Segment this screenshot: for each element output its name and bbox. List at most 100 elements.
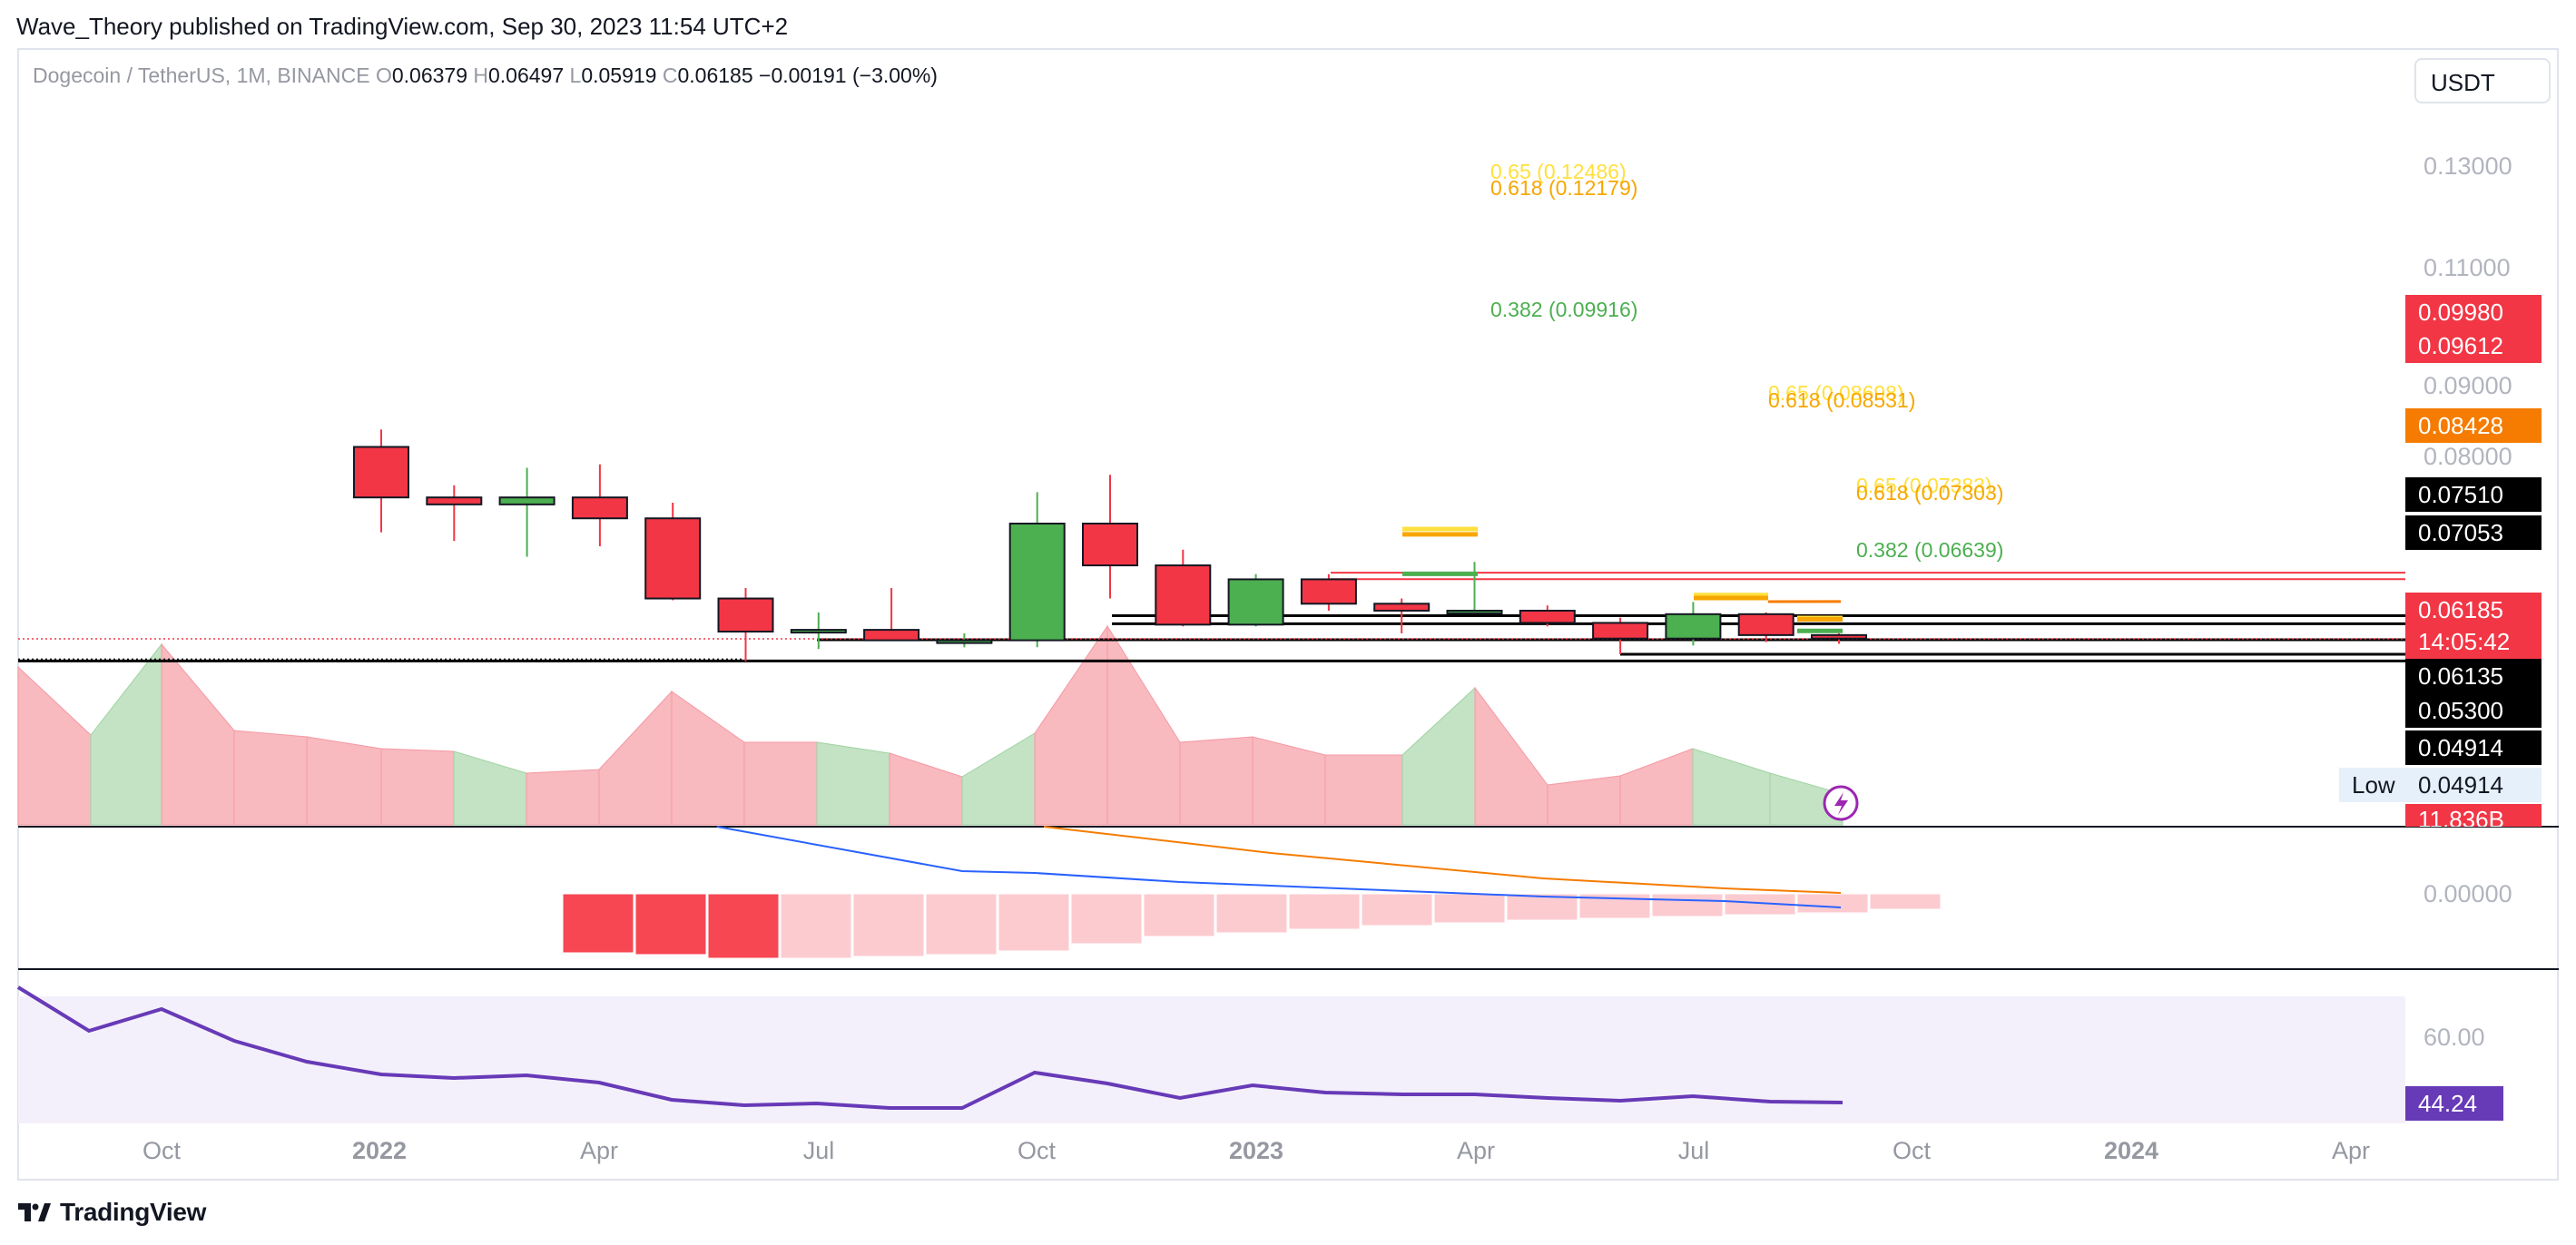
- price-tag: 0.04914: [2405, 730, 2542, 765]
- volume-area-segment: [1692, 748, 1771, 826]
- fib-label: 0.618 (0.08531): [1768, 388, 1916, 412]
- candle-body: [1008, 522, 1066, 642]
- rsi-axis-label: 60.00: [2424, 1024, 2485, 1051]
- volume-area-segment: [743, 741, 818, 826]
- time-axis-label: Oct: [1892, 1137, 1932, 1164]
- volume-area-segment: [233, 730, 308, 826]
- legend-h-label: H: [473, 64, 488, 87]
- fib-label: 0.618 (0.07303): [1856, 481, 2004, 505]
- time-axis-label: Jul: [1677, 1137, 1710, 1164]
- macd-histogram-bar: [1651, 893, 1724, 917]
- legend-c-label: C: [662, 64, 678, 87]
- fib-label: 0.618 (0.12179): [1490, 176, 1638, 200]
- volume-area-segment: [1401, 686, 1476, 826]
- price-tag: 0.08428: [2405, 408, 2542, 443]
- volume-area-segment: [671, 691, 745, 826]
- rsi-value-tag: 44.24: [2405, 1086, 2503, 1121]
- price-tag: 0.07053: [2405, 515, 2542, 550]
- macd-axis-label: 0.00000: [2424, 880, 2512, 907]
- ohlc-legend: Dogecoin / TetherUS, 1M, BINANCE O0.0637…: [33, 64, 938, 88]
- candle-body: [1519, 609, 1576, 624]
- rsi-band: [18, 996, 2405, 1123]
- rsi-line: [16, 985, 1844, 1110]
- candle-body: [790, 629, 847, 634]
- chart-frame[interactable]: [17, 48, 2559, 1181]
- volume-area-segment: [961, 732, 1036, 826]
- legend-low: 0.05919: [581, 64, 657, 87]
- price-axis-label: 0.13000: [2424, 152, 2512, 180]
- macd-histogram-bar: [1869, 893, 1942, 910]
- candle-body: [1811, 633, 1867, 640]
- macd-histogram-bar: [634, 893, 707, 956]
- candle-body: [717, 597, 774, 633]
- volume-area-segment: [1179, 736, 1254, 826]
- candle-body: [1446, 609, 1503, 614]
- time-axis-label: Apr: [579, 1137, 619, 1164]
- candle-body: [353, 446, 409, 499]
- brand-name: TradingView: [60, 1198, 207, 1226]
- legend-change: −0.00191 (−3.00%): [759, 64, 938, 87]
- volume-area-segment: [598, 690, 673, 826]
- volume-area-segment: [306, 736, 382, 826]
- candle-body: [498, 496, 556, 505]
- price-tag: 0.07510: [2405, 477, 2542, 512]
- macd-histogram-bar: [1070, 893, 1143, 945]
- volume-area-segment: [1034, 624, 1108, 826]
- candle-body: [644, 517, 702, 600]
- fib-label: 0.65 (0.07383): [1856, 474, 1992, 497]
- price-axis-label: 0.11000: [2424, 254, 2511, 281]
- macd-histogram-bar: [1506, 893, 1578, 921]
- macd-histogram-bar: [1796, 893, 1869, 914]
- volume-area-segment: [453, 750, 527, 826]
- fib-label: 0.382 (0.06639): [1856, 538, 2004, 562]
- volume-area-segment: [17, 665, 92, 826]
- price-tag: 0.06135: [2405, 659, 2542, 693]
- publisher-line: Wave_Theory published on TradingView.com…: [16, 13, 789, 40]
- legend-close: 0.06185: [677, 64, 753, 87]
- macd-histogram: [562, 893, 1942, 959]
- macd-histogram-bar: [1143, 893, 1215, 937]
- candle-body: [1665, 613, 1722, 640]
- volume-area-segment: [380, 748, 455, 826]
- macd-histogram-bar: [998, 893, 1070, 952]
- price-axis-label: 0.08000: [2424, 443, 2512, 470]
- candle-body: [1300, 578, 1357, 605]
- time-axis-label: 2022: [351, 1137, 408, 1164]
- fib-label: 0.382 (0.09916): [1490, 298, 1638, 321]
- macd-histogram-bar: [780, 893, 852, 959]
- volume-area-segment: [1474, 686, 1549, 826]
- price-tag: 0.05300: [2405, 693, 2542, 728]
- volume-area-segment: [161, 642, 235, 826]
- time-axis-label: 2023: [1228, 1137, 1284, 1164]
- price-tag: 0.06185: [2405, 593, 2542, 627]
- candle-body: [571, 496, 628, 520]
- volume-area-segment: [1547, 775, 1621, 826]
- legend-symbol: Dogecoin / TetherUS, 1M, BINANCE: [33, 64, 370, 87]
- macd-histogram-bar: [925, 893, 998, 956]
- volume-area-segment: [526, 769, 600, 826]
- legend-open: 0.06379: [391, 64, 467, 87]
- price-tag: 0.09980: [2405, 295, 2542, 329]
- candle-body: [863, 629, 920, 642]
- time-axis-label: 2024: [2103, 1137, 2159, 1164]
- footer-brand[interactable]: TradingView: [18, 1198, 206, 1227]
- time-axis-label: Jul: [802, 1137, 835, 1164]
- candles: [353, 429, 1867, 662]
- price-tag: 14:05:42: [2405, 624, 2542, 659]
- volume-area-segment: [90, 642, 162, 826]
- candle-body: [426, 496, 483, 505]
- candle-body: [1155, 564, 1212, 626]
- currency-button[interactable]: USDT: [2414, 58, 2551, 103]
- macd-histogram-bar: [1361, 893, 1433, 926]
- price-axis-label: 0.09000: [2424, 372, 2512, 399]
- time-axis-label: Apr: [2331, 1137, 2371, 1164]
- macd-line: [716, 826, 1842, 908]
- price-tag: 0.09612: [2405, 328, 2542, 363]
- legend-high: 0.06497: [488, 64, 565, 87]
- volume-area-segment: [889, 752, 963, 826]
- volume-tag: 11.836B: [2405, 804, 2542, 827]
- volume-area-segment: [1619, 748, 1694, 826]
- fib-label: 0.65 (0.12486): [1490, 160, 1627, 183]
- volume-area-segment: [1324, 754, 1403, 826]
